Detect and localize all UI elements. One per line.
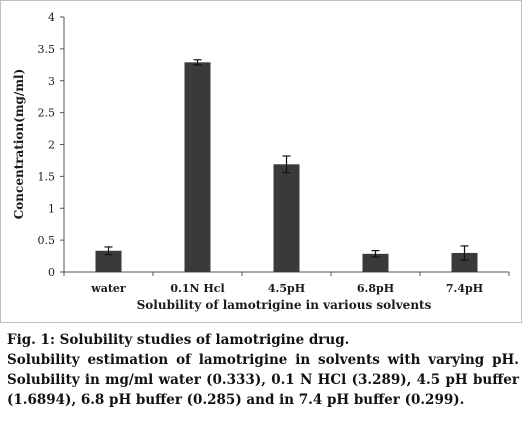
category-label: water — [90, 282, 126, 295]
caption-body: Solubility estimation of lamotrigine in … — [7, 352, 519, 408]
bar — [362, 253, 389, 272]
category-label: 7.4pH — [446, 282, 483, 295]
y-axis-title: Concentration(mg/ml) — [12, 69, 26, 220]
category-label: 6.8pH — [357, 282, 394, 295]
y-tick-label: 3.5 — [38, 43, 56, 56]
error-bar — [193, 59, 202, 66]
y-axis: 0 0.5 1 1.5 2 2.5 3 3.5 4 — [38, 11, 65, 279]
bar-series — [95, 62, 478, 272]
bar — [95, 250, 122, 272]
y-tick-label: 3 — [48, 75, 55, 88]
y-tick-label: 1.5 — [38, 170, 56, 183]
y-tick-label: 2.5 — [38, 107, 56, 120]
error-bar — [460, 245, 469, 261]
category-label: 4.5pH — [268, 282, 305, 295]
caption-title: Fig. 1: Solubility studies of lamotrigin… — [7, 332, 350, 348]
error-bar — [371, 250, 380, 258]
category-label: 0.1N Hcl — [170, 282, 224, 295]
x-axis-title: Solubility of lamotrigine in various sol… — [137, 298, 432, 312]
bar — [273, 164, 300, 272]
bar — [184, 62, 211, 272]
error-bar-series — [104, 59, 469, 261]
bar — [451, 252, 478, 272]
y-tick-label: 0 — [48, 266, 55, 279]
y-tick-label: 4 — [48, 11, 55, 24]
bar-chart: 0 0.5 1 1.5 2 2.5 3 3.5 4 water 0.1N Hcl 4.5pH 6.8p… — [12, 11, 510, 312]
x-axis: water 0.1N Hcl 4.5pH 6.8pH 7.4pH — [63, 271, 510, 295]
y-tick-label: 1 — [48, 202, 55, 215]
y-tick-label: 0.5 — [38, 234, 56, 247]
error-bar — [282, 155, 291, 174]
error-bar — [104, 246, 113, 256]
figure-frame: 0 0.5 1 1.5 2 2.5 3 3.5 4 water 0.1N Hcl 4.5pH 6.8p… — [0, 0, 522, 323]
figure-caption: Fig. 1: Solubility studies of lamotrigin… — [7, 330, 519, 410]
y-tick-label: 2 — [48, 139, 55, 152]
